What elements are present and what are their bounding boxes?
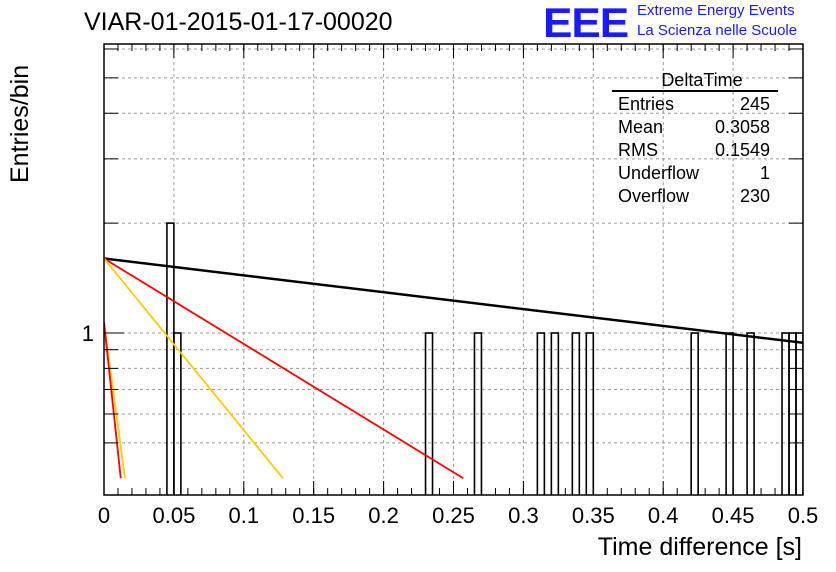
x-tick-label: 0.05 — [152, 503, 195, 528]
stats-value: 0.1549 — [714, 140, 770, 160]
stats-value: 1 — [759, 163, 770, 183]
histogram-bar — [571, 332, 581, 495]
chart-title: VIAR-01-2015-01-17-00020 — [84, 8, 393, 36]
histogram-bar — [473, 332, 483, 495]
fit-line — [104, 322, 122, 479]
histogram-bar — [424, 332, 434, 495]
histogram-bar — [781, 332, 790, 495]
histogram-bar — [585, 332, 595, 495]
stats-box-title: DeltaTime — [661, 70, 743, 90]
x-tick-label: 0.3 — [508, 503, 539, 528]
stats-value: 230 — [739, 186, 770, 206]
logo-line-1: Extreme Energy Events — [637, 2, 795, 19]
histogram-bar — [788, 332, 797, 495]
stats-row-entries: Entries 245 — [612, 93, 778, 116]
stats-row-mean: Mean 0.3058 — [612, 116, 778, 139]
fit-line — [104, 257, 803, 345]
x-tick-label: 0.5 — [788, 503, 819, 528]
x-tick-label: 0.2 — [368, 503, 399, 528]
histogram-bar — [746, 332, 755, 495]
x-tick-label: 0.1 — [229, 503, 260, 528]
histogram-bar — [550, 332, 560, 495]
x-tick-label: 0.25 — [432, 503, 475, 528]
histogram-bar — [725, 332, 734, 495]
fit-line — [104, 257, 284, 479]
stats-label: Underflow — [618, 163, 700, 183]
stats-value: 245 — [739, 94, 770, 114]
stats-box-rule — [612, 90, 778, 92]
stats-label: Overflow — [618, 186, 690, 206]
x-tick-label: 0 — [98, 503, 110, 528]
stats-row-rms: RMS 0.1549 — [612, 139, 778, 162]
stats-label: Mean — [618, 117, 664, 137]
histogram-bar — [690, 332, 699, 495]
fit-line — [104, 257, 464, 480]
x-tick-label: 0.45 — [712, 503, 755, 528]
x-tick-label: 0.15 — [292, 503, 335, 528]
stats-box: DeltaTime Entries 245 Mean 0.3058 RMS 0.… — [612, 70, 778, 208]
x-tick-label: 0.4 — [648, 503, 679, 528]
histogram-bar — [795, 332, 803, 495]
x-tick-label: 0.35 — [572, 503, 615, 528]
stats-value: 0.3058 — [714, 117, 770, 137]
eee-logo: EEE — [543, 0, 629, 46]
stats-label: Entries — [618, 94, 675, 114]
y-tick-label: 1 — [82, 321, 94, 346]
logo-line-2: La Scienza nelle Scuole — [637, 22, 798, 39]
histogram-bar — [173, 332, 182, 495]
stats-row-underflow: Underflow 1 — [612, 162, 778, 185]
histogram-bar — [536, 332, 546, 495]
histogram-bins — [104, 222, 803, 495]
histogram-bar — [166, 222, 175, 495]
stats-label: RMS — [618, 140, 658, 160]
x-axis-label: Time difference [s] — [597, 533, 802, 561]
stats-row-overflow: Overflow 230 — [612, 185, 778, 208]
